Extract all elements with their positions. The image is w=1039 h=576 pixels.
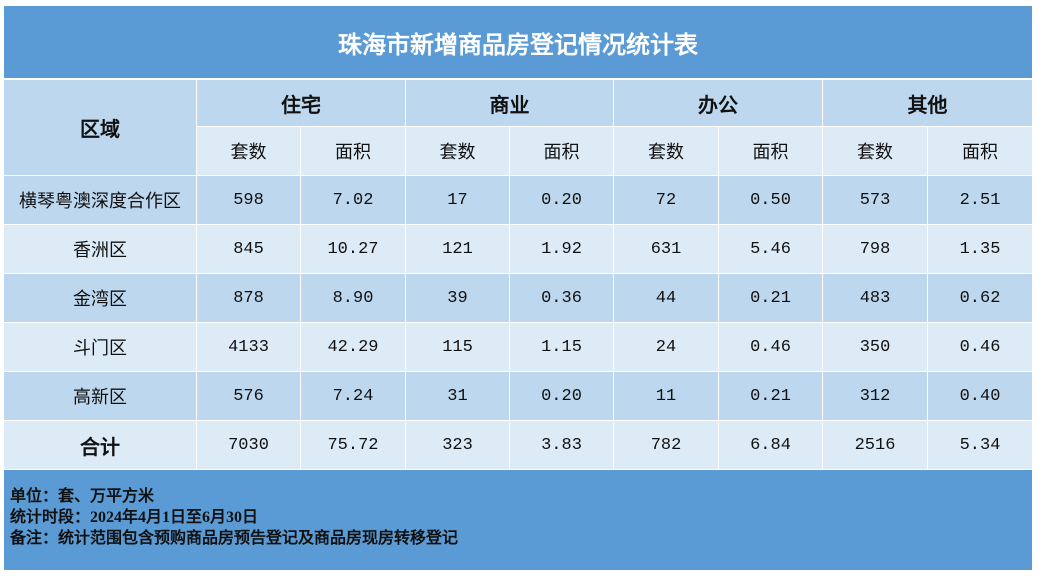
value-cell: 121 (406, 225, 509, 273)
value-cell: 0.40 (928, 372, 1032, 420)
subheader: 面积 (301, 127, 405, 175)
region-header: 区域 (4, 80, 196, 175)
value-cell: 0.46 (928, 323, 1032, 371)
value-cell: 5.34 (928, 421, 1032, 469)
value-cell: 75.72 (301, 421, 405, 469)
value-cell: 24 (614, 323, 718, 371)
value-cell: 17 (406, 176, 509, 224)
subheader: 面积 (719, 127, 822, 175)
value-cell: 0.20 (510, 176, 613, 224)
value-cell: 3.83 (510, 421, 613, 469)
value-cell: 798 (823, 225, 927, 273)
value-cell: 10.27 (301, 225, 405, 273)
subheader: 套数 (823, 127, 927, 175)
value-cell: 0.20 (510, 372, 613, 420)
value-cell: 44 (614, 274, 718, 322)
row-label: 高新区 (4, 372, 196, 420)
row-label: 合计 (4, 421, 196, 469)
note: 统计时段：2024年4月1日至6月30日 (10, 509, 259, 526)
row-label: 香洲区 (4, 225, 196, 273)
row-label: 斗门区 (4, 323, 196, 371)
group-header: 其他 (823, 80, 1032, 126)
value-cell: 0.50 (719, 176, 822, 224)
subheader: 套数 (197, 127, 300, 175)
value-cell: 7.02 (301, 176, 405, 224)
value-cell: 782 (614, 421, 718, 469)
value-cell: 6.84 (719, 421, 822, 469)
subheader: 套数 (406, 127, 509, 175)
value-cell: 350 (823, 323, 927, 371)
subheader: 套数 (614, 127, 718, 175)
value-cell: 2516 (823, 421, 927, 469)
value-cell: 115 (406, 323, 509, 371)
value-cell: 8.90 (301, 274, 405, 322)
row-label: 横琴粤澳深度合作区 (4, 176, 196, 224)
value-cell: 631 (614, 225, 718, 273)
value-cell: 312 (823, 372, 927, 420)
value-cell: 878 (197, 274, 300, 322)
value-cell: 1.35 (928, 225, 1032, 273)
value-cell: 31 (406, 372, 509, 420)
value-cell: 7.24 (301, 372, 405, 420)
value-cell: 0.21 (719, 372, 822, 420)
value-cell: 573 (823, 176, 927, 224)
value-cell: 2.51 (928, 176, 1032, 224)
value-cell: 598 (197, 176, 300, 224)
note: 单位：套、万平方米 (10, 488, 155, 505)
value-cell: 1.92 (510, 225, 613, 273)
subheader: 面积 (928, 127, 1032, 175)
value-cell: 0.21 (719, 274, 822, 322)
value-cell: 72 (614, 176, 718, 224)
row-label: 金湾区 (4, 274, 196, 322)
value-cell: 0.46 (719, 323, 822, 371)
subheader: 面积 (510, 127, 613, 175)
group-header: 办公 (614, 80, 822, 126)
group-header: 商业 (406, 80, 613, 126)
table-title: 珠海市新增商品房登记情况统计表 (4, 6, 1032, 78)
footer: 单位：套、万平方米统计时段：2024年4月1日至6月30日备注：统计范围包含预购… (4, 470, 1032, 570)
value-cell: 4133 (197, 323, 300, 371)
group-header: 住宅 (197, 80, 405, 126)
value-cell: 5.46 (719, 225, 822, 273)
value-cell: 483 (823, 274, 927, 322)
value-cell: 0.36 (510, 274, 613, 322)
note: 备注：统计范围包含预购商品房预告登记及商品房现房转移登记 (10, 530, 459, 547)
value-cell: 0.62 (928, 274, 1032, 322)
value-cell: 323 (406, 421, 509, 469)
value-cell: 42.29 (301, 323, 405, 371)
value-cell: 39 (406, 274, 509, 322)
value-cell: 576 (197, 372, 300, 420)
value-cell: 7030 (197, 421, 300, 469)
value-cell: 1.15 (510, 323, 613, 371)
value-cell: 845 (197, 225, 300, 273)
value-cell: 11 (614, 372, 718, 420)
